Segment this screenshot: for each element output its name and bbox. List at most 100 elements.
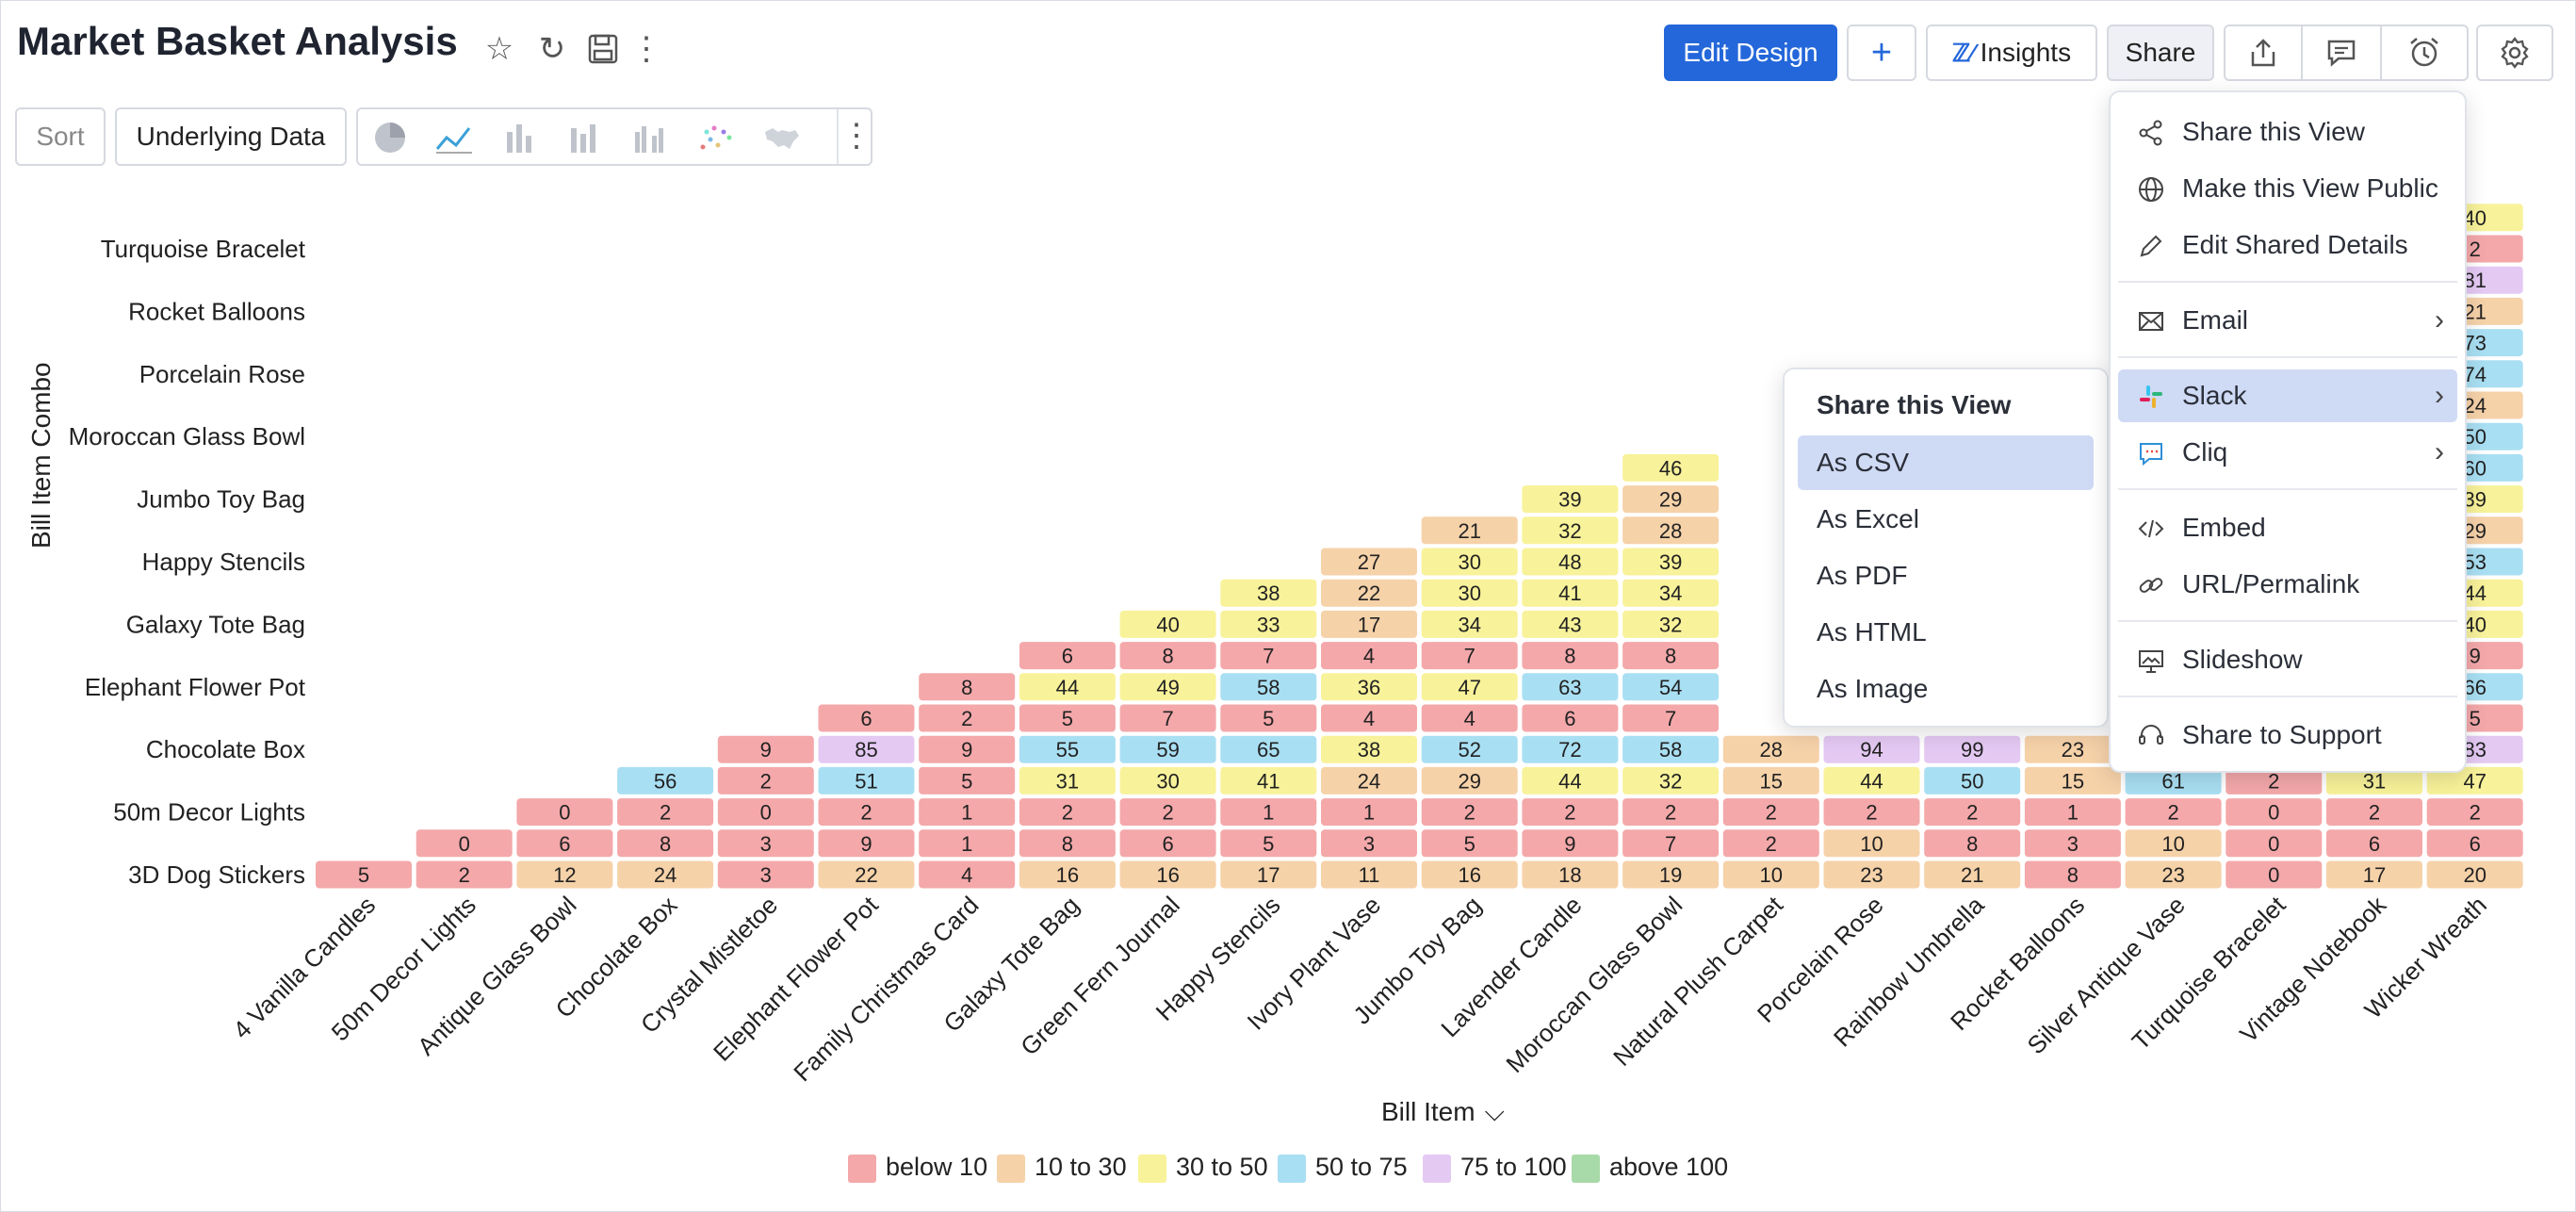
- heatmap-cell[interactable]: [1522, 642, 1619, 670]
- heatmap-cell[interactable]: [1421, 704, 1518, 732]
- heatmap-cell[interactable]: [1220, 642, 1317, 670]
- heatmap-cell[interactable]: [2024, 798, 2121, 827]
- heatmap-cell[interactable]: [1019, 860, 1116, 889]
- heatmap-cell[interactable]: [1220, 704, 1317, 732]
- heatmap-cell[interactable]: [717, 735, 814, 763]
- heatmap-cell[interactable]: [2225, 798, 2323, 827]
- heatmap-cell[interactable]: [1924, 829, 2021, 858]
- legend-item[interactable]: 75 to 100: [1423, 1152, 1567, 1183]
- heatmap-cell[interactable]: [1823, 766, 1920, 794]
- heatmap-cell[interactable]: [1321, 610, 1417, 638]
- export-as-image[interactable]: As Image: [1817, 674, 1929, 703]
- cliq-item[interactable]: Cliq ›: [2118, 426, 2457, 479]
- heatmap-cell[interactable]: [1924, 798, 2021, 827]
- heatmap-cell[interactable]: [316, 860, 412, 889]
- heatmap-cell[interactable]: [2225, 829, 2323, 858]
- heatmap-cell[interactable]: [1722, 766, 1819, 794]
- heatmap-cell[interactable]: [1421, 642, 1518, 670]
- heatmap-cell[interactable]: [717, 766, 814, 794]
- heatmap-cell[interactable]: [1522, 548, 1619, 576]
- share-button[interactable]: Share: [2107, 25, 2214, 81]
- heatmap-cell[interactable]: [1019, 766, 1116, 794]
- heatmap-cell[interactable]: [1522, 829, 1619, 858]
- map-chart-icon[interactable]: [761, 119, 803, 156]
- heatmap-cell[interactable]: [1722, 860, 1819, 889]
- heatmap-cell[interactable]: [1421, 673, 1518, 701]
- heatmap-cell[interactable]: [2125, 798, 2222, 827]
- heatmap-cell[interactable]: [617, 766, 714, 794]
- heatmap-cell[interactable]: [2326, 860, 2422, 889]
- heatmap-cell[interactable]: [1622, 453, 1720, 482]
- star-icon[interactable]: ☆: [484, 31, 514, 67]
- heatmap-cell[interactable]: [1522, 704, 1619, 732]
- heatmap-cell[interactable]: [1220, 579, 1317, 607]
- export-as-excel[interactable]: As Excel: [1817, 504, 1919, 533]
- heatmap-cell[interactable]: [1622, 548, 1720, 576]
- comment-button[interactable]: [2301, 25, 2382, 81]
- heatmap-cell[interactable]: [1622, 610, 1720, 638]
- heatmap-cell[interactable]: [1421, 766, 1518, 794]
- heatmap-cell[interactable]: [1321, 704, 1417, 732]
- heatmap-cell[interactable]: [1823, 860, 1920, 889]
- heatmap-cell[interactable]: [1321, 735, 1417, 763]
- heatmap-cell[interactable]: [1522, 766, 1619, 794]
- heatmap-cell[interactable]: [1522, 798, 1619, 827]
- heatmap-cell[interactable]: [1119, 798, 1216, 827]
- heatmap-cell[interactable]: [1321, 798, 1417, 827]
- heatmap-cell[interactable]: [617, 860, 714, 889]
- heatmap-cell[interactable]: [1119, 642, 1216, 670]
- heatmap-cell[interactable]: [1119, 829, 1216, 858]
- heatmap-cell[interactable]: [1220, 673, 1317, 701]
- heatmap-cell[interactable]: [919, 673, 1016, 701]
- slack-item[interactable]: Slack ›: [2118, 369, 2457, 422]
- heatmap-cell[interactable]: [1421, 610, 1518, 638]
- heatmap-cell[interactable]: [717, 860, 814, 889]
- heatmap-cell[interactable]: [1421, 798, 1518, 827]
- heatmap-cell[interactable]: [2326, 766, 2422, 794]
- email-item[interactable]: Email ›: [2118, 294, 2457, 347]
- save-icon[interactable]: [582, 28, 624, 70]
- heatmap-cell[interactable]: [717, 798, 814, 827]
- heatmap-cell[interactable]: [919, 704, 1016, 732]
- legend-item[interactable]: 50 to 75: [1278, 1152, 1408, 1183]
- heatmap-cell[interactable]: [1220, 798, 1317, 827]
- heatmap-cell[interactable]: [1924, 735, 2021, 763]
- edit-shared-details-item[interactable]: Edit Shared Details: [2118, 219, 2457, 271]
- heatmap-cell[interactable]: [1321, 642, 1417, 670]
- settings-button[interactable]: [2476, 25, 2553, 81]
- heatmap-cell[interactable]: [1321, 829, 1417, 858]
- heatmap-cell[interactable]: [2326, 829, 2422, 858]
- heatmap-cell[interactable]: [1019, 704, 1116, 732]
- heatmap-cell[interactable]: [1119, 735, 1216, 763]
- heatmap-cell[interactable]: [2225, 860, 2323, 889]
- heatmap-cell[interactable]: [919, 860, 1016, 889]
- heatmap-cell[interactable]: [717, 829, 814, 858]
- heatmap-cell[interactable]: [2024, 829, 2121, 858]
- heatmap-cell[interactable]: [1622, 673, 1720, 701]
- refresh-icon[interactable]: ↻: [538, 31, 566, 67]
- heatmap-cell[interactable]: [2225, 766, 2323, 794]
- heatmap-cell[interactable]: [416, 860, 513, 889]
- sort-button[interactable]: Sort: [15, 107, 106, 166]
- heatmap-cell[interactable]: [617, 829, 714, 858]
- heatmap-cell[interactable]: [818, 798, 915, 827]
- heatmap-cell[interactable]: [1622, 704, 1720, 732]
- heatmap-cell[interactable]: [1421, 735, 1518, 763]
- stacked-bar-icon[interactable]: [563, 119, 605, 156]
- x-axis-title[interactable]: Bill Item ⌵: [1381, 1097, 1505, 1128]
- heatmap-cell[interactable]: [1924, 766, 2021, 794]
- heatmap-cell[interactable]: [1019, 642, 1116, 670]
- heatmap-cell[interactable]: [919, 735, 1016, 763]
- heatmap-cell[interactable]: [1924, 860, 2021, 889]
- heatmap-cell[interactable]: [1421, 860, 1518, 889]
- legend-item[interactable]: below 10: [848, 1152, 987, 1183]
- heatmap-cell[interactable]: [1622, 766, 1720, 794]
- url-permalink-item[interactable]: URL/Permalink: [2118, 558, 2457, 611]
- export-as-csv[interactable]: As CSV: [1798, 435, 2094, 490]
- heatmap-cell[interactable]: [1220, 766, 1317, 794]
- heatmap-cell[interactable]: [1321, 673, 1417, 701]
- insights-button[interactable]: ℤ⁄ Insights: [1926, 25, 2097, 81]
- pie-chart-icon[interactable]: [369, 119, 411, 156]
- export-as-html[interactable]: As HTML: [1817, 617, 1927, 647]
- heatmap-cell[interactable]: [818, 766, 915, 794]
